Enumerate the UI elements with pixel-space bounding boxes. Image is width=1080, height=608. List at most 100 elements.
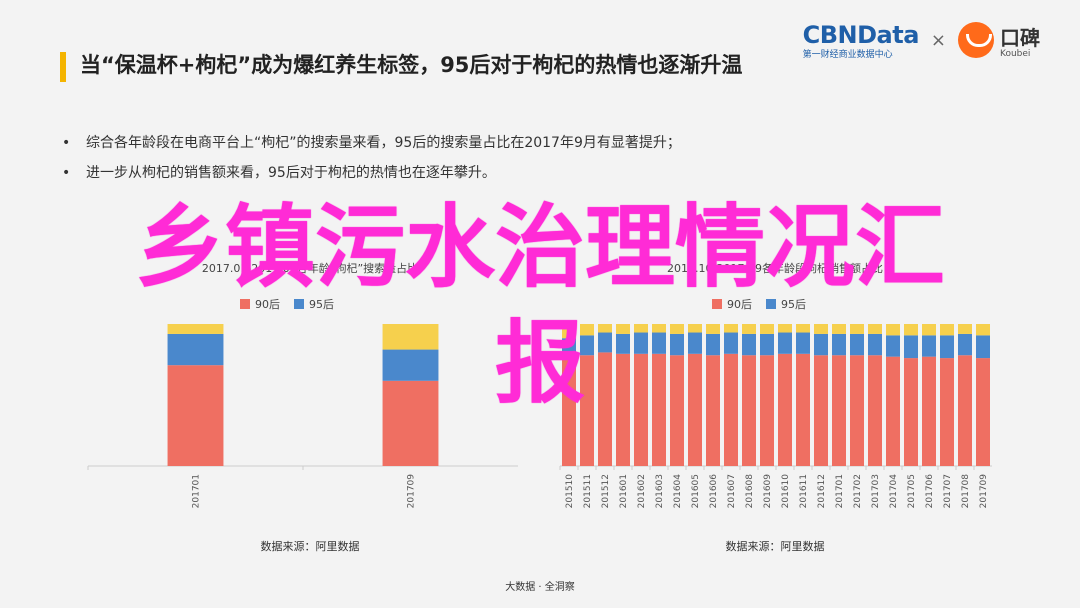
chart2-bar-201709-series2 — [976, 324, 990, 336]
chart2-bar-201512-series1 — [598, 332, 612, 353]
chart2-bar-201602-series1 — [634, 332, 648, 354]
koubei-smile-icon — [958, 22, 994, 58]
chart1-legend: 90后 95后 — [240, 296, 334, 312]
chart2-title: 2015.10-2017.09各年龄段枸杞销售额占比 — [667, 262, 883, 275]
koubei-logo-text: 口碑 — [1000, 25, 1040, 50]
chart2-tick-label: 201705 — [907, 474, 917, 508]
chart2-bar-201609-series0 — [760, 355, 774, 466]
chart1-bar-201709-series2 — [382, 324, 439, 350]
chart2-legend-label: 90后 — [727, 298, 752, 311]
chart2-tick-label: 201611 — [799, 474, 809, 508]
chart2-tick-label: 201605 — [691, 474, 701, 508]
chart2-plot: 201510 201511 201512 201601 201602 201603 2016… — [559, 324, 992, 509]
chart2-tick-label: 201706 — [925, 474, 935, 509]
chart2-bar-201512-series2 — [598, 324, 612, 333]
headline-accent-bar — [60, 52, 66, 82]
chart2-bar-201705-series1 — [904, 335, 918, 359]
bullet-text: 进一步从枸杞的销售额来看，95后对于枸杞的热情也在逐年攀升。 — [86, 165, 496, 181]
chart2-bar-201603-series2 — [652, 324, 666, 333]
chart2-bar-201609-series1 — [760, 333, 774, 356]
chart2-bar-201702-series1 — [850, 333, 864, 356]
chart2-bar-201704-series0 — [886, 356, 900, 466]
chart2-tick-label: 201703 — [871, 474, 881, 508]
chart2-bar-201707-series1 — [940, 335, 954, 359]
chart2-bar-201610-series1 — [778, 332, 792, 354]
chart2-bar-201608-series1 — [742, 333, 756, 356]
chart2-bar-201606-series1 — [706, 333, 720, 356]
chart2-bar-201609-series2 — [760, 324, 774, 334]
chart2-tick-label: 201511 — [583, 474, 593, 508]
chart1-bar-201709-series0 — [382, 380, 439, 466]
chart2-bar-201703-series2 — [868, 324, 882, 334]
chart2-bar-201709-series1 — [976, 335, 990, 359]
chart2-bar-201612-series1 — [814, 333, 828, 356]
chart2-bar-201702-series2 — [850, 324, 864, 334]
chart2-bar-201604-series2 — [670, 324, 684, 334]
chart2-bar-201706-series0 — [922, 356, 936, 466]
bullet-dot-icon: • — [62, 165, 71, 181]
cbndata-logo-subtitle: 第一财经商业数据中心 — [802, 49, 893, 60]
chart2-bar-201703-series1 — [868, 333, 882, 356]
headline: 当“保温杯+枸杞”成为爆红养生标签，95后对于枸杞的热情也逐渐升温 — [80, 53, 743, 77]
chart1-title: 2017.01-2017.09各年龄“枸杞”搜索量占比 — [201, 262, 419, 275]
chart2-tick-label: 201603 — [655, 474, 665, 508]
bullet-list: • 综合各年龄段在电商平台上“枸杞”的搜索量来看，95后的搜索量占比在2017年9… — [60, 128, 980, 188]
cbndata-logo: CBNData 第一财经商业数据中心 — [802, 20, 920, 60]
chart2-bar-201605-series1 — [688, 332, 702, 354]
chart1-tick-label: 201709 — [407, 474, 417, 509]
chart2-bar-201612-series2 — [814, 324, 828, 334]
chart2-bar-201607-series0 — [724, 353, 738, 466]
chart2-bar-201602-series0 — [634, 353, 648, 466]
chart2-bar-201704-series2 — [886, 324, 900, 336]
chart2-bar-201604-series0 — [670, 355, 684, 466]
chart2-bar-201511-series1 — [580, 335, 594, 356]
chart2-bar-201604-series1 — [670, 333, 684, 356]
chart2-bar-201707-series0 — [940, 358, 954, 466]
chart2-tick-label: 201608 — [745, 474, 755, 509]
bullet-item: • 综合各年龄段在电商平台上“枸杞”的搜索量来看，95后的搜索量占比在2017年9… — [60, 128, 980, 158]
chart1-legend-label: 90后 — [255, 298, 280, 311]
chart1-plot: 201701 201709 — [87, 324, 518, 509]
chart2-tick-label: 201707 — [943, 474, 953, 508]
chart2-bar-201510-series0 — [562, 358, 576, 466]
chart2-bar-201709-series0 — [976, 358, 990, 466]
footer-tagline: 大数据 · 全洞察 — [505, 582, 575, 593]
chart2-bar-201601-series1 — [616, 333, 630, 354]
chart1-source: 数据来源：阿里数据 — [260, 540, 360, 553]
chart1-legend-item: 90后 — [240, 296, 280, 312]
bullet-dot-icon: • — [62, 135, 71, 151]
chart2-bar-201708-series0 — [958, 355, 972, 466]
chart2-tick-label: 201512 — [601, 474, 611, 508]
chart2-bar-201606-series2 — [706, 324, 720, 334]
chart2-bar-201605-series2 — [688, 324, 702, 333]
chart2-bar-201603-series0 — [652, 353, 666, 466]
chart2-bar-201701-series1 — [832, 333, 846, 356]
chart2-tick-label: 201610 — [781, 474, 791, 509]
legend-swatch-red — [240, 299, 250, 309]
chart2-bar-201612-series0 — [814, 355, 828, 466]
chart2-bar-201611-series1 — [796, 332, 810, 354]
bullet-text: 综合各年龄段在电商平台上“枸杞”的搜索量来看，95后的搜索量占比在2017年9月… — [86, 135, 681, 151]
bullet-item: • 进一步从枸杞的销售额来看，95后对于枸杞的热情也在逐年攀升。 — [60, 158, 980, 188]
chart2-tick-label: 201510 — [565, 474, 575, 509]
chart2-legend-item: 95后 — [766, 296, 806, 312]
chart1-legend-item: 95后 — [294, 296, 334, 312]
chart2-legend-label: 95后 — [781, 298, 806, 311]
chart2-tick-label: 201606 — [709, 474, 719, 509]
chart2-bar-201611-series2 — [796, 324, 810, 333]
cbndata-logo-text: CBNData — [802, 20, 920, 49]
chart2-source: 数据来源：阿里数据 — [725, 540, 825, 553]
chart2-bar-201511-series0 — [580, 355, 594, 466]
chart2-bar-201706-series2 — [922, 324, 936, 336]
chart2-tick-label: 201704 — [889, 474, 899, 509]
chart2-tick-label: 201702 — [853, 474, 863, 508]
chart2-bar-201610-series2 — [778, 324, 792, 333]
chart2-tick-label: 201607 — [727, 474, 737, 508]
chart2-bar-201703-series0 — [868, 355, 882, 466]
chart2-bar-201702-series0 — [850, 355, 864, 466]
chart2-bar-201512-series0 — [598, 352, 612, 466]
chart2-bar-201705-series0 — [904, 358, 918, 466]
chart2-legend: 90后 95后 — [712, 296, 806, 312]
koubei-logo: 口碑 Koubei — [958, 22, 1040, 59]
chart2-bar-201701-series2 — [832, 324, 846, 334]
